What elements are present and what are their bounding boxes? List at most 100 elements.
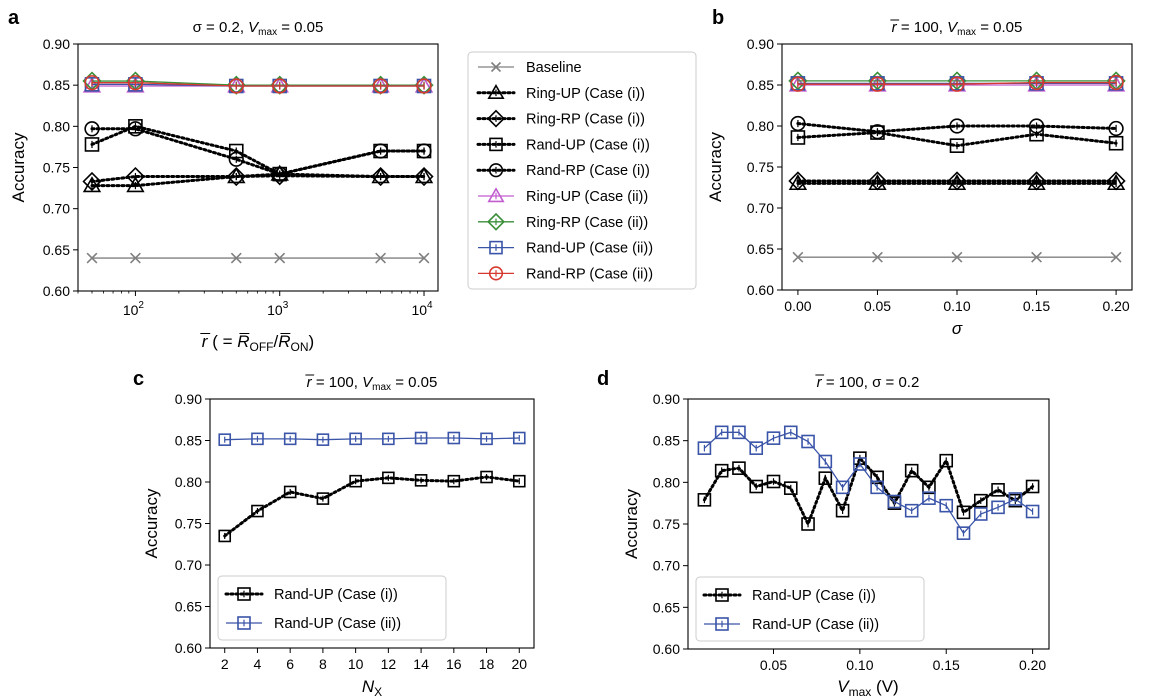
data-point (766, 474, 781, 489)
data-point (697, 493, 712, 507)
y-tick-label: 0.80 (747, 118, 774, 134)
y-tick-label: 0.90 (175, 391, 202, 407)
legend-entry: Ring-UP (Case (ii)) (478, 187, 648, 205)
data-point (226, 166, 246, 187)
y-tick-label: 0.80 (175, 474, 202, 490)
data-point (991, 500, 1005, 515)
data-point (512, 474, 526, 488)
chart-title: r̅ = 100, Vmax = 0.05 (305, 374, 438, 393)
panel-a: a σ = 0.2, Vmax = 0.05 0.60 0.65 0.70 0.75 0.8… (8, 7, 439, 354)
series-line (223, 475, 521, 538)
y-tick-label: 0.75 (653, 516, 680, 532)
data-point (904, 503, 919, 518)
data-point (956, 505, 971, 520)
data-point (801, 434, 815, 449)
data-point (414, 166, 434, 187)
data-point (801, 517, 815, 531)
data-point (922, 491, 936, 505)
legend-marker (487, 187, 505, 203)
y-axis-label: Accuracy (9, 132, 28, 202)
y-tick-label: 0.75 (43, 160, 70, 176)
data-point (869, 76, 886, 92)
series-rand-up-case-ii (218, 431, 526, 446)
data-point (82, 171, 102, 192)
data-point (480, 470, 493, 484)
data-point (697, 441, 712, 455)
y-axis-label: Accuracy (706, 132, 725, 202)
y-tick-label: 0.85 (43, 77, 70, 93)
data-point (951, 251, 963, 263)
data-point (1028, 74, 1045, 91)
data-point (1028, 118, 1045, 134)
data-point (867, 171, 888, 191)
series-line (224, 437, 520, 441)
x-axis-label: NX (362, 677, 382, 697)
y-tick-label: 0.75 (175, 516, 202, 532)
data-point (939, 498, 954, 513)
legend-marker (237, 587, 251, 601)
data-point (1108, 135, 1124, 151)
series-rand-rp-case-i (790, 115, 1124, 140)
legend-label: Ring-UP (Case (ii)) (526, 189, 648, 205)
data-point (783, 425, 798, 440)
data-point (973, 507, 988, 521)
legend-label: Rand-UP (Case (i)) (752, 588, 876, 604)
x-axis-label: σ (952, 319, 963, 338)
legend-entry: Baseline (478, 60, 582, 76)
data-point (349, 432, 362, 446)
data-point (84, 121, 100, 137)
y-tick-label: 0.90 (747, 36, 774, 52)
legend-label: Rand-UP (Case (i)) (274, 587, 398, 603)
y-tick-label: 0.80 (43, 118, 70, 134)
data-point (447, 431, 461, 445)
panel-label: c (133, 368, 144, 390)
data-point (272, 78, 288, 94)
legend-label: Baseline (526, 60, 582, 76)
data-point (283, 432, 297, 446)
x-tick-label: 0.20 (1019, 657, 1046, 673)
data-point (447, 474, 461, 488)
data-point (274, 252, 286, 264)
y-tick-label: 0.75 (747, 159, 774, 175)
data-point (272, 166, 288, 182)
data-point (714, 425, 729, 440)
data-point (86, 252, 98, 264)
data-point (416, 78, 432, 94)
legend: Rand-UP (Case (i)) Rand-UP (Case (ii)) (217, 575, 447, 641)
legend-entry: Rand-UP (Case (i)) (476, 137, 650, 153)
series-line (702, 455, 1035, 528)
panel-d: d r̅ = 100, σ = 0.2 0.60 0.65 0.70 0.75 0.80 0.… (597, 368, 1050, 697)
legend-entry: Rand-UP (Case (i)) (702, 588, 876, 604)
data-point (1025, 504, 1040, 519)
data-point (949, 76, 965, 92)
data-point (416, 143, 432, 159)
y-tick-label: 0.70 (653, 558, 680, 574)
data-point (1110, 251, 1122, 263)
legend-box (217, 575, 447, 641)
legend-marker (489, 137, 503, 152)
data-point (973, 493, 988, 508)
series-rand-up-case-i (790, 125, 1124, 153)
legend-entry: Ring-RP (Case (ii)) (478, 212, 648, 231)
data-point (218, 529, 232, 543)
legend-entry: Rand-UP (Case (ii)) (226, 616, 401, 632)
series-rand-up-case-ii (697, 425, 1040, 540)
series-rand-rp-case-ii (84, 75, 432, 94)
data-point (375, 252, 387, 264)
legend-label: Ring-UP (Case (i)) (526, 86, 645, 102)
data-point (414, 474, 428, 487)
data-point (129, 252, 141, 264)
legend-marker (237, 616, 251, 630)
data-point (818, 471, 833, 485)
x-tick-label: 0.05 (760, 657, 787, 673)
data-point (870, 480, 884, 495)
data-point (1026, 171, 1047, 191)
x-tick-label: 0.10 (943, 298, 970, 314)
x-tick-label: 104 (411, 300, 433, 318)
data-point (749, 441, 764, 455)
data-point (1031, 251, 1042, 263)
data-point (230, 252, 242, 264)
data-point (947, 171, 967, 191)
y-tick-label: 0.70 (175, 557, 202, 573)
legend-label: Ring-RP (Case (ii)) (526, 215, 648, 231)
